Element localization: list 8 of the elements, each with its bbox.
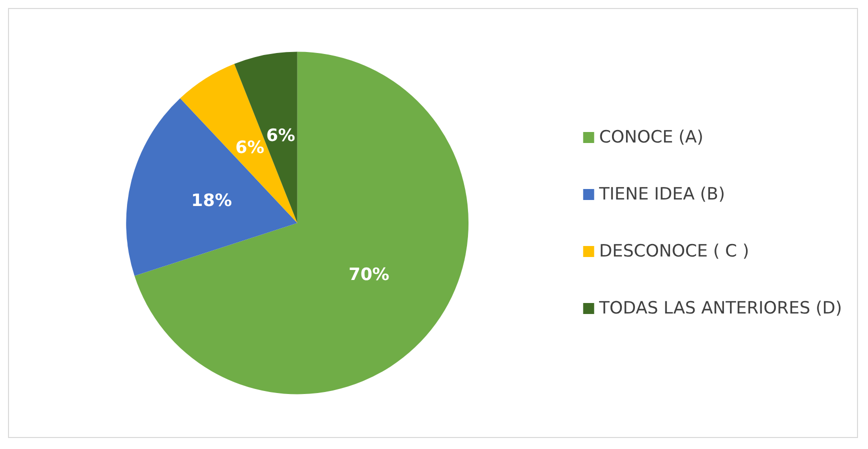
- data-label: 6%: [235, 138, 264, 158]
- legend-label: TIENE IDEA (B): [598, 184, 725, 204]
- data-label: 70%: [348, 265, 390, 286]
- legend-label: DESCONOCE ( C ): [599, 242, 750, 262]
- legend-label: CONOCE (A): [599, 128, 704, 148]
- legend-label: TODAS LAS ANTERIORES (D): [598, 298, 842, 318]
- data-label: 18%: [191, 190, 232, 211]
- data-label: 6%: [266, 126, 296, 146]
